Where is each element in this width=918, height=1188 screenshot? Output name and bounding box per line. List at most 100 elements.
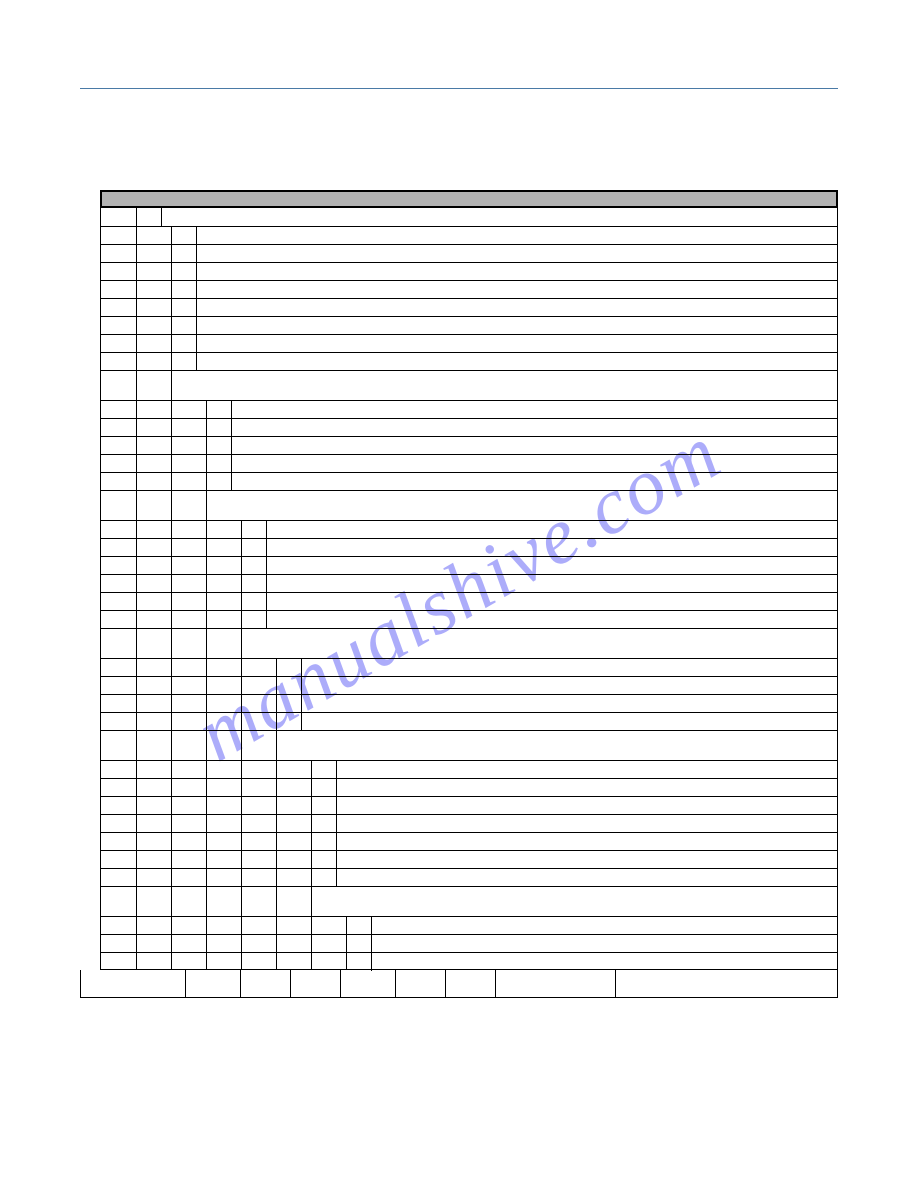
table-row: [101, 886, 837, 916]
cell-divider: [196, 245, 197, 263]
table-row: [101, 574, 837, 592]
table-row: [101, 556, 837, 574]
indent-connector: [136, 226, 171, 227]
cell-divider: [266, 521, 267, 539]
table-row: [101, 850, 837, 868]
table-row: [101, 400, 837, 418]
table-row: [101, 334, 837, 352]
ruler-cell: [241, 970, 291, 997]
header-rule: [80, 88, 838, 89]
table-header-row: [100, 190, 838, 208]
cell-divider: [301, 677, 302, 695]
cell-divider: [371, 953, 372, 971]
table-row: [101, 610, 837, 628]
indent-connector: [171, 400, 206, 401]
table-row: [101, 628, 837, 658]
ruler-cell: [396, 970, 446, 997]
table-row: [101, 916, 837, 934]
table-row: [101, 658, 837, 676]
cell-divider: [301, 659, 302, 677]
cell-divider: [336, 779, 337, 797]
table-row: [101, 436, 837, 454]
cell-divider: [301, 695, 302, 713]
cell-divider: [231, 401, 232, 419]
table-row: [101, 520, 837, 538]
ruler-cell: [616, 970, 837, 997]
indent-divider: [276, 658, 277, 970]
cell-divider: [196, 227, 197, 245]
table-row: [101, 952, 837, 970]
cell-divider: [196, 317, 197, 335]
cell-divider: [266, 575, 267, 593]
indent-divider: [136, 208, 137, 970]
indent-connector: [206, 520, 241, 521]
cell-divider: [196, 299, 197, 317]
table-row: [101, 760, 837, 778]
table-row: [101, 418, 837, 436]
cell-divider: [231, 455, 232, 473]
cell-divider: [336, 797, 337, 815]
table-row: [101, 730, 837, 760]
table-row: [101, 676, 837, 694]
table-row: [101, 226, 837, 244]
table-row: [101, 472, 837, 490]
table-row: [101, 592, 837, 610]
ruler-cell: [341, 970, 396, 997]
table-row: [101, 832, 837, 850]
cell-divider: [336, 869, 337, 887]
table-row: [101, 694, 837, 712]
cell-divider: [336, 815, 337, 833]
table-row: [101, 262, 837, 280]
ruler-cell: [446, 970, 496, 997]
table-row: [101, 538, 837, 556]
table-row: [101, 490, 837, 520]
cell-divider: [266, 539, 267, 557]
cell-divider: [301, 713, 302, 731]
ruler-cell: [186, 970, 241, 997]
cell-divider: [336, 833, 337, 851]
cell-divider: [336, 761, 337, 779]
table-row: [101, 352, 837, 370]
table-row: [101, 208, 837, 226]
ruler-cell: [291, 970, 341, 997]
table-row: [101, 280, 837, 298]
table-row: [101, 814, 837, 832]
cell-divider: [196, 263, 197, 281]
indent-connector: [276, 760, 311, 761]
table-row: [101, 244, 837, 262]
table-body: [100, 208, 838, 970]
cell-divider: [231, 419, 232, 437]
indent-connector: [311, 916, 346, 917]
table-row: [101, 796, 837, 814]
indent-connector: [241, 658, 276, 659]
table-row: [101, 778, 837, 796]
indent-divider: [171, 226, 172, 970]
cell-divider: [266, 593, 267, 611]
indent-divider: [241, 520, 242, 970]
cell-divider: [371, 935, 372, 953]
ruler-cell: [496, 970, 616, 997]
table-row: [101, 934, 837, 952]
register-table: [100, 190, 838, 970]
cell-divider: [371, 917, 372, 935]
cell-divider: [336, 851, 337, 869]
cell-divider: [231, 473, 232, 491]
cell-divider: [231, 437, 232, 455]
table-row: [101, 370, 837, 400]
cell-divider: [196, 353, 197, 371]
table-row: [101, 454, 837, 472]
bit-position-ruler: [80, 970, 838, 998]
cell-divider: [266, 611, 267, 629]
indent-divider: [206, 400, 207, 970]
table-row: [101, 298, 837, 316]
indent-divider: [311, 760, 312, 970]
table-row: [101, 712, 837, 730]
table-row: [101, 868, 837, 886]
table-row: [101, 316, 837, 334]
cell-divider: [196, 281, 197, 299]
cell-divider: [161, 208, 162, 226]
cell-divider: [266, 557, 267, 575]
ruler-cell: [81, 970, 186, 997]
cell-divider: [196, 335, 197, 353]
indent-divider: [346, 916, 347, 970]
